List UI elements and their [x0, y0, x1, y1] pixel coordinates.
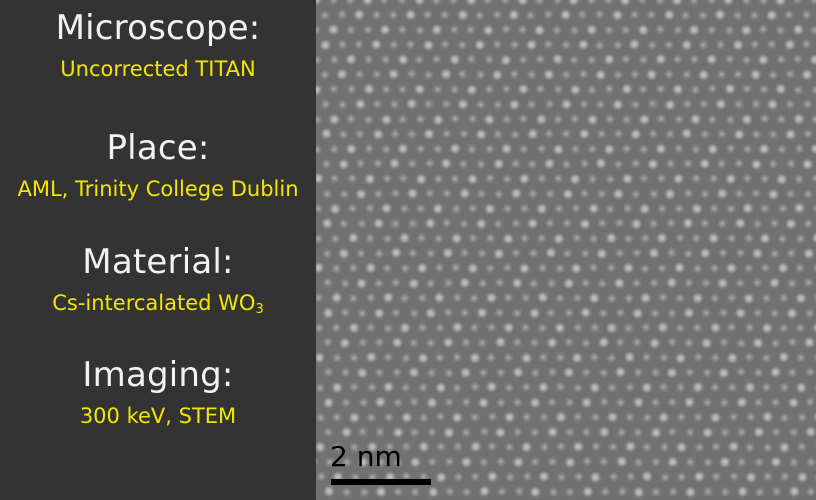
material-label: Material: — [82, 242, 234, 282]
microscope-value: Uncorrected TITAN — [60, 57, 256, 81]
imaging-section: Imaging: 300 keV, STEM — [0, 355, 316, 429]
material-formula: Cs-intercalated WO — [52, 291, 256, 315]
imaging-label: Imaging: — [82, 355, 234, 395]
place-section: Place: AML, Trinity College Dublin — [0, 128, 316, 202]
microscope-section: Microscope: Uncorrected TITAN — [0, 8, 316, 82]
scale-bar — [331, 479, 431, 485]
material-section: Material: Cs-intercalated WO3 — [0, 242, 316, 316]
stem-micrograph — [316, 0, 816, 500]
microscope-label: Microscope: — [55, 8, 261, 48]
imaging-value: 300 keV, STEM — [79, 404, 237, 428]
atomic-lattice-image — [316, 0, 816, 500]
place-value: AML, Trinity College Dublin — [17, 177, 299, 201]
info-panel: Microscope: Uncorrected TITAN Place: AML… — [0, 0, 316, 500]
noise-overlay — [316, 0, 816, 500]
scale-bar-label: 2 nm — [330, 440, 402, 473]
place-label: Place: — [106, 128, 210, 168]
material-value: Cs-intercalated WO3 — [0, 290, 316, 316]
material-subscript: 3 — [255, 302, 264, 317]
